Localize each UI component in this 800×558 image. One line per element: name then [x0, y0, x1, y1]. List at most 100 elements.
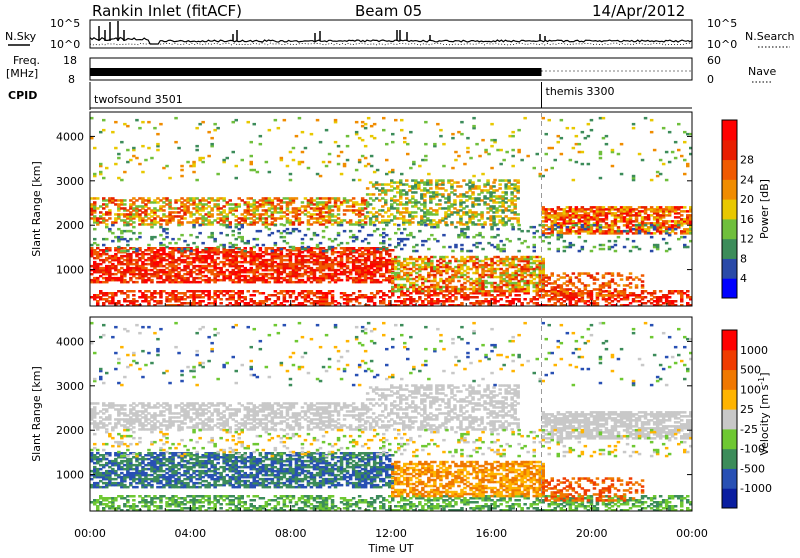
power-cell [602, 117, 606, 120]
power-cell [411, 191, 415, 194]
freq-tick-min: 8 [68, 73, 75, 86]
power-cell [677, 149, 681, 152]
power-cell [424, 143, 428, 146]
power-cell [253, 300, 257, 303]
power-cell [599, 151, 603, 154]
power-cell [409, 256, 413, 258]
power-cell [614, 298, 618, 301]
power-cell [635, 208, 639, 211]
power-cell [403, 292, 407, 295]
power-cell [369, 197, 373, 200]
power-cell [415, 264, 419, 267]
power-cell [295, 197, 299, 200]
power-cell [575, 292, 579, 295]
power-cell [683, 173, 687, 176]
power-cell [289, 211, 293, 214]
power-cell [424, 290, 428, 293]
power-cell [204, 255, 208, 258]
power-cell [355, 249, 359, 252]
power-cell [123, 213, 127, 216]
power-cell [487, 290, 491, 293]
power-cell [472, 296, 476, 299]
power-cell [156, 281, 160, 284]
power-cell [382, 273, 386, 276]
power-cell [90, 137, 94, 140]
power-cell [430, 280, 434, 283]
power-cell [247, 255, 251, 258]
power-cell [668, 290, 672, 293]
power-cell [274, 205, 278, 208]
power-cell [486, 197, 490, 200]
power-cell [390, 185, 394, 188]
power-cell [247, 275, 251, 278]
power-cell [442, 290, 446, 293]
power-cell [450, 183, 454, 186]
power-cell [608, 206, 612, 209]
power-cell [369, 181, 373, 184]
nsky-label: N.Sky [5, 30, 37, 43]
power-cell [677, 206, 681, 209]
power-cell [238, 255, 242, 258]
power-cell [499, 298, 503, 301]
power-cell [201, 249, 205, 252]
power-cell [189, 165, 193, 168]
power-cell [581, 131, 585, 134]
power-cell [557, 274, 561, 277]
power-cell [629, 302, 633, 305]
power-cell [453, 211, 457, 214]
power-cell [551, 282, 555, 285]
power-cell [298, 267, 302, 270]
power-cell [460, 133, 464, 136]
power-cell [587, 123, 591, 126]
station-title: Rankin Inlet (fitACF) [92, 2, 242, 20]
power-cell [409, 268, 413, 271]
power-cell [370, 251, 374, 254]
power-cell [417, 221, 421, 224]
power-cell [232, 290, 236, 293]
power-cell [490, 258, 494, 261]
power-cell [144, 267, 148, 270]
power-cell [280, 223, 284, 226]
power-cell [677, 212, 681, 215]
power-cell [93, 277, 97, 280]
power-cell [168, 292, 172, 295]
power-cell [201, 255, 205, 258]
power-cell [498, 219, 502, 222]
power-cell [548, 290, 552, 293]
power-cell [566, 210, 570, 213]
power-cell [454, 151, 458, 154]
power-cell [403, 258, 407, 261]
power-cell [465, 205, 469, 208]
power-cell [316, 217, 320, 220]
power-cell [381, 209, 385, 212]
power-cell [659, 296, 663, 299]
power-cell [587, 208, 591, 211]
power-cell [171, 275, 175, 278]
power-cell [144, 203, 148, 206]
power-cell [346, 253, 350, 256]
power-cell [653, 300, 657, 303]
power-cell [496, 276, 500, 279]
power-cell [219, 267, 223, 270]
power-cell [542, 294, 546, 297]
power-cell [250, 247, 254, 250]
power-cell [508, 135, 512, 138]
power-cell [402, 211, 406, 214]
power-cell [403, 298, 407, 301]
power-cell [322, 292, 326, 295]
power-cell [159, 223, 163, 226]
power-cell [417, 181, 421, 184]
power-cell [433, 292, 437, 295]
power-cell [605, 298, 609, 301]
power-cell [647, 226, 651, 229]
power-cell [168, 298, 172, 301]
power-cell [346, 265, 350, 268]
power-cell [671, 151, 675, 154]
power-cell [313, 259, 317, 262]
power-cell [569, 206, 573, 209]
power-cell [391, 141, 395, 144]
power-cell [301, 279, 305, 282]
power-cell [283, 259, 287, 262]
power-cell [411, 195, 415, 198]
power-cell [507, 185, 511, 188]
